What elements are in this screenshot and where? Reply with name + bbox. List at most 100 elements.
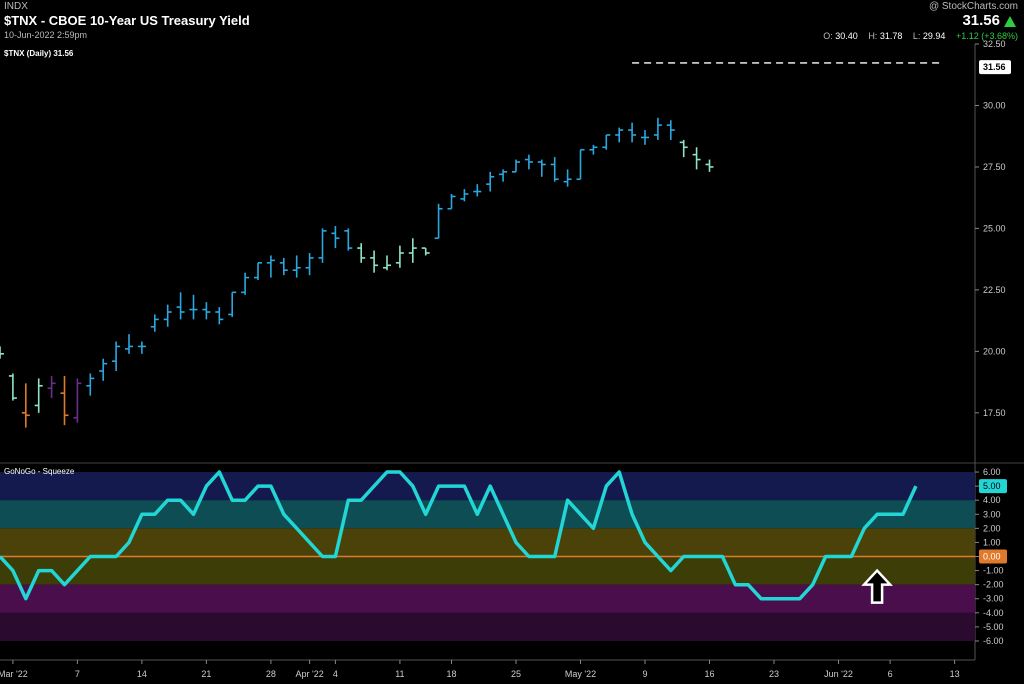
x-tick-label: May '22 bbox=[565, 669, 596, 679]
ohlc-bar bbox=[383, 255, 391, 271]
chart-header: INDX $TNX - CBOE 10-Year US Treasury Yie… bbox=[0, 0, 1024, 44]
open-value: 30.40 bbox=[835, 31, 858, 41]
ohlc-bar bbox=[344, 228, 353, 251]
ohlc-bar bbox=[318, 228, 327, 263]
timestamp: 10-Jun-2022 2:59pm bbox=[4, 30, 88, 40]
osc-ytick-label: 2.00 bbox=[983, 523, 1001, 533]
ohlc-bar bbox=[460, 189, 469, 202]
ohlc-bar bbox=[228, 291, 237, 317]
ohlc-bar bbox=[602, 134, 611, 150]
price-ytick-label: 27.50 bbox=[983, 162, 1006, 172]
ohlc-bar bbox=[305, 253, 314, 276]
osc-ytick-label: 6.00 bbox=[983, 467, 1001, 477]
price-ytick-label: 22.50 bbox=[983, 285, 1006, 295]
ohlc-bar bbox=[254, 262, 262, 281]
ohlc-bar bbox=[279, 257, 288, 276]
x-tick-label: 11 bbox=[395, 669, 404, 679]
open-label: O: bbox=[823, 31, 833, 41]
oscillator-band bbox=[0, 528, 975, 557]
oscillator-band bbox=[0, 556, 975, 585]
x-tick-label: 6 bbox=[888, 669, 893, 679]
low-label: L: bbox=[912, 31, 921, 41]
x-tick-label: Mar '22 bbox=[0, 669, 28, 679]
price-ytick-label: 30.00 bbox=[983, 100, 1006, 110]
high-value: 31.78 bbox=[879, 31, 903, 41]
ohlc-bar bbox=[705, 159, 714, 172]
ohlc-bar bbox=[486, 171, 495, 192]
ohlc-bar bbox=[666, 120, 675, 140]
x-tick-label: 21 bbox=[201, 669, 211, 679]
ohlc-bar bbox=[653, 117, 662, 140]
ohlc-bar bbox=[73, 378, 82, 423]
osc-last-label: 5.00 bbox=[983, 481, 1001, 491]
low-value: 29.94 bbox=[922, 31, 946, 41]
ohlc-bar bbox=[163, 304, 172, 327]
ohlc-bar bbox=[331, 225, 340, 249]
ohlc-bar bbox=[537, 159, 546, 177]
osc-last-box bbox=[979, 479, 1007, 494]
zero-label: 0.00 bbox=[983, 552, 1001, 562]
ohlc-bar bbox=[473, 184, 482, 197]
last-price-label: 31.56 bbox=[983, 62, 1006, 72]
ohlc-readout: O: 30.40 H: 31.78 L: 29.94 +1.12 (+3.68%… bbox=[823, 31, 1018, 41]
x-tick-label: 25 bbox=[511, 669, 521, 679]
x-tick-label: 28 bbox=[266, 669, 276, 679]
ohlc-bar bbox=[47, 375, 56, 399]
ohlc-bar bbox=[34, 378, 43, 413]
ohlc-bar bbox=[615, 127, 624, 143]
ohlc-bar bbox=[395, 245, 404, 268]
oscillator-band bbox=[0, 584, 975, 613]
ohlc-bar bbox=[112, 341, 121, 372]
osc-ytick-label: -4.00 bbox=[983, 608, 1004, 618]
ohlc-bar bbox=[550, 157, 559, 182]
oscillator-title: GoNoGo - Squeeze bbox=[4, 467, 75, 476]
x-tick-label: Jun '22 bbox=[824, 669, 853, 679]
squeeze-arrow-icon bbox=[861, 568, 893, 604]
osc-ytick-label: -5.00 bbox=[983, 622, 1004, 632]
osc-ytick-label: 1.00 bbox=[983, 537, 1001, 547]
last-price: 31.56 bbox=[962, 12, 1000, 29]
osc-ytick-label: -3.00 bbox=[983, 594, 1004, 604]
ohlc-bar bbox=[563, 169, 572, 187]
ohlc-bar bbox=[447, 193, 456, 210]
ohlc-bar bbox=[0, 346, 4, 359]
osc-ytick-label: -6.00 bbox=[983, 636, 1004, 646]
osc-ytick-label: -2.00 bbox=[983, 580, 1004, 590]
osc-ytick-label: -1.00 bbox=[983, 566, 1004, 576]
ohlc-bar bbox=[512, 159, 520, 173]
zero-label-box bbox=[979, 549, 1007, 564]
ohlc-bar bbox=[189, 294, 198, 320]
up-arrow-icon bbox=[1004, 16, 1016, 27]
ohlc-bar bbox=[421, 247, 430, 256]
price-ytick-label: 32.50 bbox=[983, 39, 1006, 49]
ohlc-bar bbox=[137, 341, 146, 354]
ohlc-bar bbox=[241, 272, 250, 295]
last-price-box bbox=[979, 60, 1011, 75]
ohlc-bar bbox=[21, 383, 30, 428]
ohlc-bar bbox=[576, 148, 585, 181]
ohlc-bar bbox=[292, 255, 301, 278]
price-panel-title: $TNX (Daily) 31.56 bbox=[4, 49, 74, 58]
ohlc-bar bbox=[408, 238, 417, 263]
price-ytick-label: 20.00 bbox=[983, 346, 1006, 356]
ohlc-bar bbox=[150, 314, 159, 332]
x-tick-label: 7 bbox=[75, 669, 80, 679]
ohlc-bar bbox=[589, 144, 598, 155]
ohlc-bar bbox=[215, 307, 224, 325]
osc-ytick-label: 3.00 bbox=[983, 509, 1001, 519]
x-tick-label: Apr '22 bbox=[295, 669, 323, 679]
ohlc-bar bbox=[357, 243, 366, 263]
x-tick-label: 18 bbox=[446, 669, 456, 679]
x-tick-label: 23 bbox=[769, 669, 779, 679]
osc-ytick-label: 4.00 bbox=[983, 495, 1001, 505]
price-ytick-label: 25.00 bbox=[983, 223, 1006, 233]
ohlc-bar bbox=[641, 130, 649, 145]
ohlc-bar bbox=[370, 250, 379, 273]
ohlc-bar bbox=[125, 334, 133, 354]
price-ytick-label: 17.50 bbox=[983, 408, 1006, 418]
x-tick-label: 16 bbox=[704, 669, 714, 679]
ohlc-bar bbox=[434, 203, 443, 240]
copyright: @ StockCharts.com bbox=[928, 1, 1018, 12]
ohlc-bar bbox=[499, 169, 508, 182]
